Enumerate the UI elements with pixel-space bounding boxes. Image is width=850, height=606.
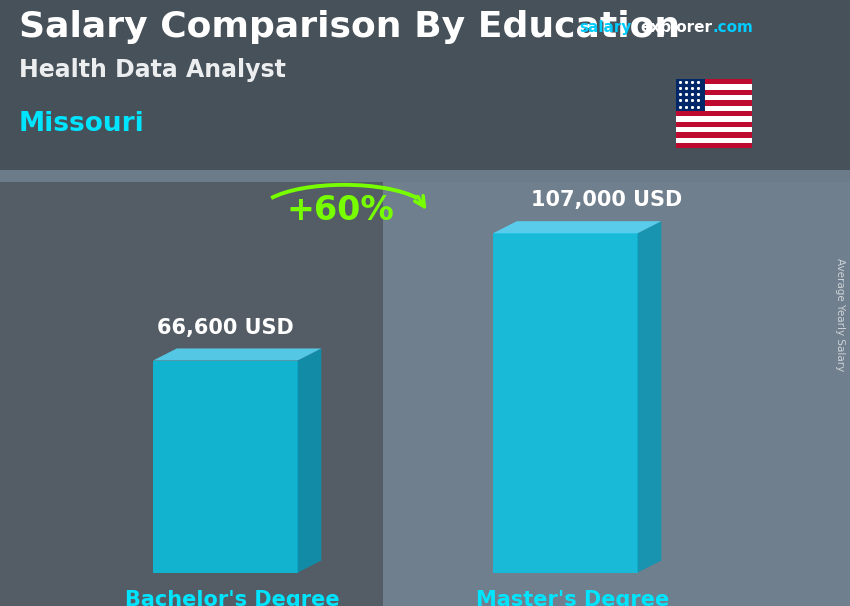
Bar [676,116,752,122]
Bar [676,138,752,143]
Text: Missouri: Missouri [19,112,144,137]
Text: 107,000 USD: 107,000 USD [531,190,683,210]
Bar [676,100,752,105]
Bar [676,105,752,111]
Bar [676,143,752,148]
Bar [676,111,752,116]
Polygon shape [638,221,661,573]
Polygon shape [153,361,298,573]
Text: Health Data Analyst: Health Data Analyst [19,58,286,82]
Text: Bachelor's Degree: Bachelor's Degree [125,590,340,606]
Text: Average Yearly Salary: Average Yearly Salary [835,259,845,371]
Bar [676,95,752,100]
Polygon shape [493,221,661,233]
Bar [676,127,752,132]
Text: Salary Comparison By Education: Salary Comparison By Education [19,10,680,44]
Polygon shape [153,348,321,361]
Text: +60%: +60% [286,195,394,227]
Polygon shape [298,348,321,573]
Text: .com: .com [712,20,753,35]
Bar [676,132,752,138]
Bar [676,79,705,111]
FancyBboxPatch shape [0,0,850,170]
Polygon shape [493,233,638,573]
Polygon shape [382,182,850,606]
Text: explorer: explorer [640,20,712,35]
Bar [676,79,752,84]
Polygon shape [0,182,382,606]
Bar [676,122,752,127]
Text: salary: salary [580,20,632,35]
Text: 66,600 USD: 66,600 USD [157,318,293,338]
Text: Master's Degree: Master's Degree [476,590,669,606]
Bar [676,84,752,90]
Bar [676,90,752,95]
